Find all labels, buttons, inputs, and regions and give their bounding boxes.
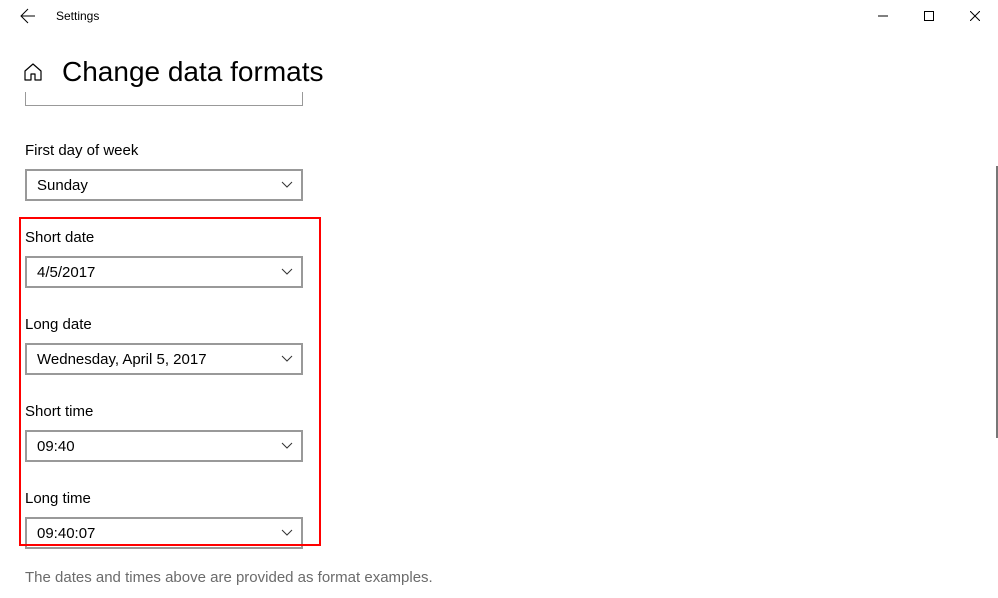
- long-time-group: Long time 09:40:07: [25, 490, 998, 549]
- first-day-of-week-group: First day of week Sunday: [25, 142, 998, 201]
- close-button[interactable]: [952, 0, 998, 32]
- short-date-value: 4/5/2017: [37, 264, 95, 281]
- chevron-down-icon: [281, 179, 293, 191]
- long-date-value: Wednesday, April 5, 2017: [37, 351, 207, 368]
- first-day-of-week-label: First day of week: [25, 142, 998, 159]
- page-title: Change data formats: [62, 56, 324, 88]
- short-time-value: 09:40: [37, 438, 75, 455]
- maximize-button[interactable]: [906, 0, 952, 32]
- maximize-icon: [924, 11, 934, 21]
- short-date-group: Short date 4/5/2017: [25, 229, 998, 288]
- title-bar: Settings: [0, 0, 998, 32]
- long-date-dropdown[interactable]: Wednesday, April 5, 2017: [25, 343, 303, 375]
- home-button[interactable]: [22, 61, 44, 83]
- first-day-of-week-value: Sunday: [37, 177, 88, 194]
- back-arrow-icon: [20, 8, 36, 24]
- long-date-group: Long date Wednesday, April 5, 2017: [25, 316, 998, 375]
- short-time-group: Short time 09:40: [25, 403, 998, 462]
- window-controls: [860, 0, 998, 32]
- long-time-value: 09:40:07: [37, 525, 95, 542]
- footer-hint: The dates and times above are provided a…: [25, 569, 998, 586]
- calendar-dropdown-partial[interactable]: [25, 92, 303, 106]
- long-date-label: Long date: [25, 316, 998, 333]
- home-icon: [23, 62, 43, 82]
- close-icon: [970, 11, 980, 21]
- short-time-label: Short time: [25, 403, 998, 420]
- chevron-down-icon: [281, 266, 293, 278]
- content-area: First day of week Sunday Short date 4/5/…: [0, 88, 998, 586]
- window-title: Settings: [56, 9, 99, 23]
- chevron-down-icon: [281, 527, 293, 539]
- long-time-dropdown[interactable]: 09:40:07: [25, 517, 303, 549]
- long-time-label: Long time: [25, 490, 998, 507]
- short-date-label: Short date: [25, 229, 998, 246]
- chevron-down-icon: [281, 353, 293, 365]
- minimize-icon: [878, 11, 888, 21]
- short-date-dropdown[interactable]: 4/5/2017: [25, 256, 303, 288]
- back-button[interactable]: [8, 0, 48, 32]
- short-time-dropdown[interactable]: 09:40: [25, 430, 303, 462]
- first-day-of-week-dropdown[interactable]: Sunday: [25, 169, 303, 201]
- minimize-button[interactable]: [860, 0, 906, 32]
- page-header: Change data formats: [0, 56, 998, 88]
- chevron-down-icon: [281, 440, 293, 452]
